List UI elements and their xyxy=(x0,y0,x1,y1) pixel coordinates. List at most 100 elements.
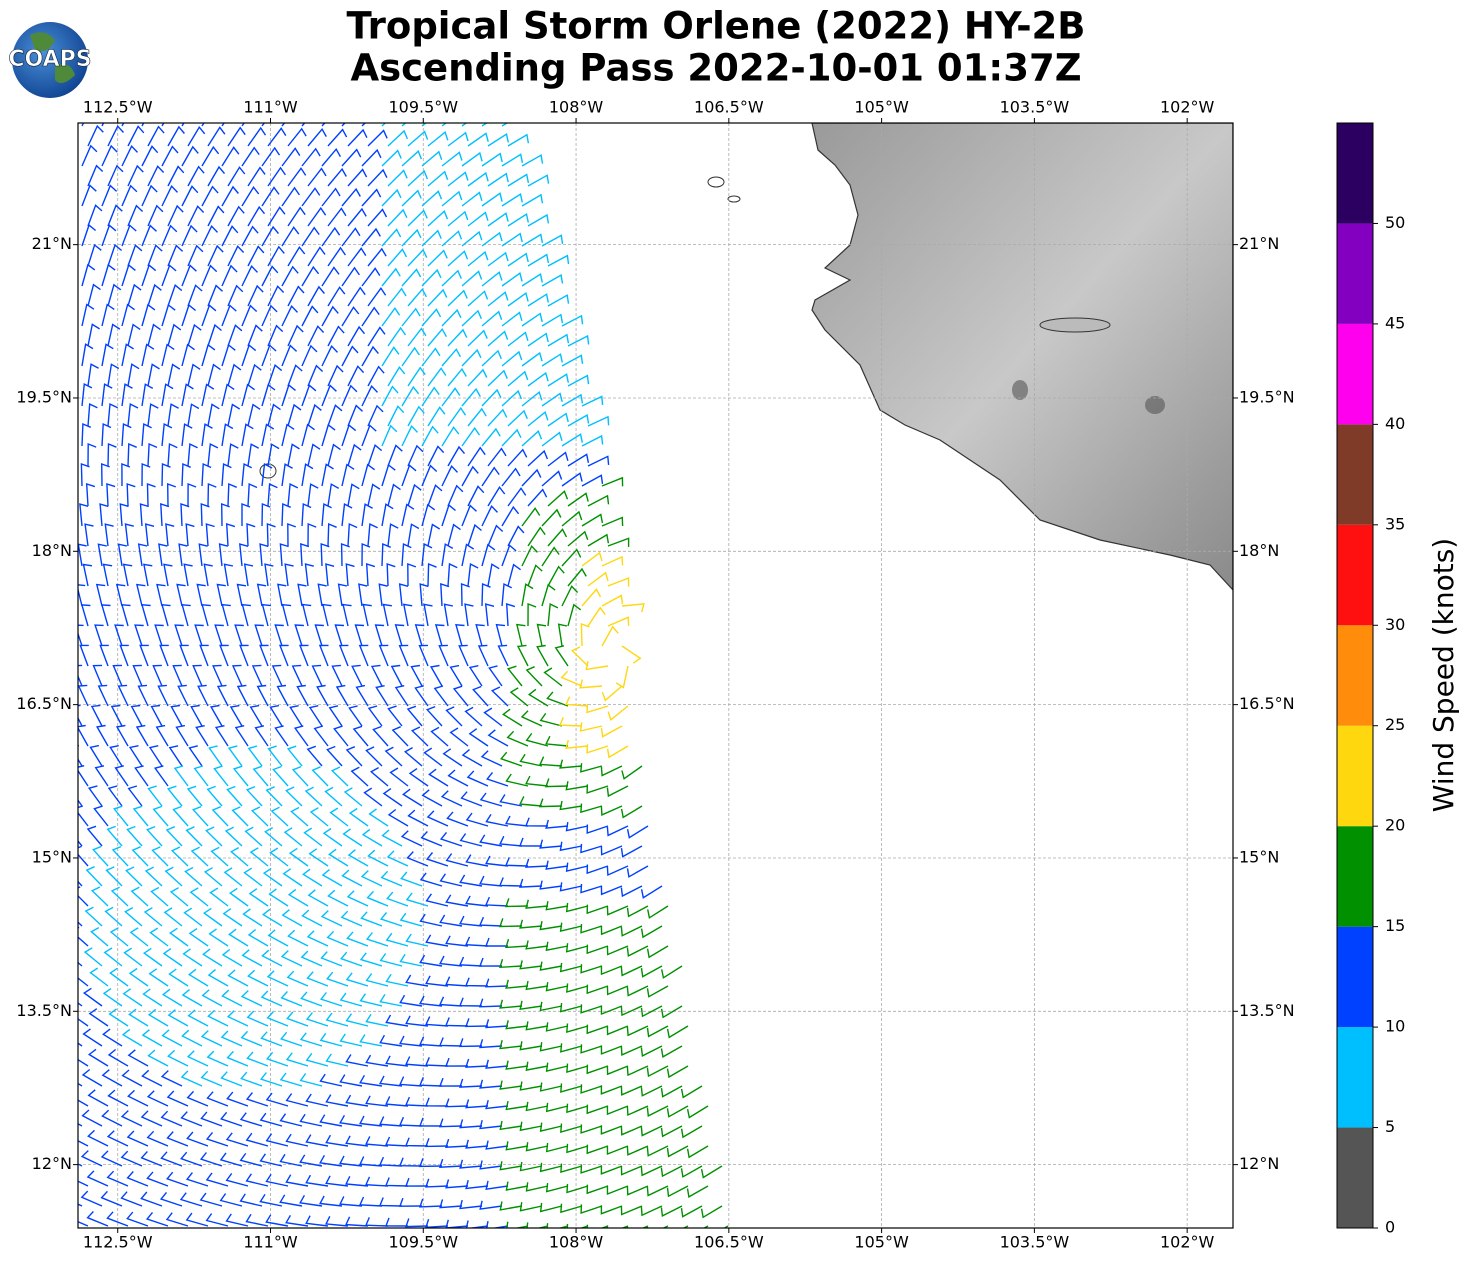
wind-barb xyxy=(447,523,461,547)
wind-barb xyxy=(227,363,242,387)
wind-barb xyxy=(541,546,560,567)
wind-barb xyxy=(405,892,429,907)
wind-barb xyxy=(468,665,483,687)
wind-barb xyxy=(347,128,368,147)
wind-barb xyxy=(245,1092,269,1107)
wind-barb xyxy=(325,563,335,587)
wind-barb xyxy=(305,1093,329,1107)
wind-barb xyxy=(646,1025,669,1038)
wind-barb xyxy=(601,516,624,527)
wind-barb xyxy=(479,1160,503,1170)
wind-barb xyxy=(430,726,449,747)
wind-barb xyxy=(497,644,509,667)
wind-barb xyxy=(361,123,367,127)
wind-barb xyxy=(461,387,481,407)
wind-barb xyxy=(348,807,369,827)
wind-barb xyxy=(600,1005,623,1016)
wind-barb xyxy=(81,1109,103,1127)
wind-barb xyxy=(378,1197,403,1207)
wind-barb xyxy=(201,304,217,327)
wind-barb xyxy=(445,894,469,907)
wind-barb xyxy=(488,665,503,687)
wind-barb xyxy=(203,867,223,887)
wind-barb xyxy=(302,868,323,887)
wind-barb xyxy=(441,387,461,407)
wind-barb xyxy=(401,503,415,527)
wind-barb xyxy=(387,405,405,427)
wind-barb xyxy=(402,788,423,807)
wind-barb xyxy=(321,603,332,627)
wind-barb xyxy=(182,948,203,967)
x-tick-label: 105°W xyxy=(854,98,909,117)
wind-barb xyxy=(345,1175,369,1187)
wind-barb xyxy=(177,684,189,707)
wind-barb xyxy=(445,1219,469,1228)
wind-barb xyxy=(407,809,429,827)
wind-barb xyxy=(521,154,544,167)
wind-barb xyxy=(141,224,157,247)
wind-barb xyxy=(327,364,344,387)
wind-barb xyxy=(291,664,303,687)
wind-barb xyxy=(347,404,363,427)
wind-barb xyxy=(400,871,423,887)
wind-barb xyxy=(241,146,260,167)
wind-barb xyxy=(507,173,530,187)
wind-barb xyxy=(284,563,294,587)
wind-barb xyxy=(207,165,226,187)
wind-barb xyxy=(245,1173,269,1187)
wind-barb xyxy=(384,1217,409,1227)
wind-barb xyxy=(90,704,103,727)
colorbar-tick-label: 0 xyxy=(1385,1218,1395,1237)
wind-barb xyxy=(499,999,523,1009)
wind-barb xyxy=(107,1048,129,1067)
wind-barb xyxy=(287,324,304,347)
x-tick-label: 112.5°W xyxy=(83,1233,153,1252)
wind-barb xyxy=(485,1220,509,1228)
wind-barb xyxy=(132,664,143,687)
colorbar-segment xyxy=(1337,926,1373,1028)
wind-barb xyxy=(601,476,624,487)
wind-barb xyxy=(147,1049,169,1067)
wind-barb xyxy=(427,327,448,347)
wind-barb xyxy=(423,747,443,767)
wind-barb xyxy=(157,684,169,707)
wind-barb xyxy=(163,907,183,927)
wind-barb xyxy=(131,846,149,867)
wind-barb xyxy=(547,490,569,507)
wind-barb xyxy=(341,266,360,287)
wind-barb xyxy=(601,685,623,702)
wind-barb xyxy=(174,624,184,647)
wind-barb xyxy=(247,403,261,427)
wind-barb xyxy=(465,1058,489,1068)
wind-barb xyxy=(507,525,525,547)
wind-barb xyxy=(221,603,231,627)
wind-barb xyxy=(447,289,468,307)
wind-barb xyxy=(484,603,495,627)
wind-barb xyxy=(545,1022,569,1032)
wind-barb xyxy=(319,1114,343,1127)
wind-barb xyxy=(606,1105,629,1116)
wind-barb xyxy=(561,585,579,607)
wind-barb xyxy=(152,664,163,687)
wind-barb xyxy=(167,442,178,467)
wind-barb xyxy=(487,729,509,747)
wind-barb xyxy=(507,331,529,347)
wind-barb xyxy=(167,785,183,807)
wind-barb xyxy=(465,1180,489,1190)
wind-barb xyxy=(265,1173,289,1187)
wind-barb xyxy=(81,263,96,287)
wind-barb xyxy=(267,443,280,467)
wind-barb xyxy=(239,1152,263,1167)
wind-barb xyxy=(299,1073,323,1087)
wind-barb xyxy=(247,745,263,767)
wind-barb xyxy=(244,826,263,847)
wind-barb xyxy=(405,974,429,987)
wind-barb xyxy=(319,992,343,1007)
wind-barb xyxy=(267,403,281,427)
wind-barb xyxy=(141,303,156,327)
wind-barb xyxy=(441,543,454,567)
wind-barb xyxy=(460,582,470,607)
wind-barb xyxy=(81,223,97,247)
wind-barb xyxy=(541,508,562,527)
wind-barb xyxy=(107,363,120,387)
